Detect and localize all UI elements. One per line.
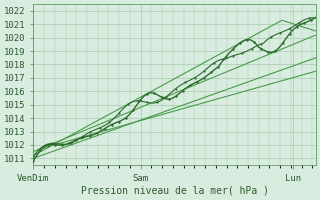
X-axis label: Pression niveau de la mer( hPa ): Pression niveau de la mer( hPa ) [81,186,268,196]
